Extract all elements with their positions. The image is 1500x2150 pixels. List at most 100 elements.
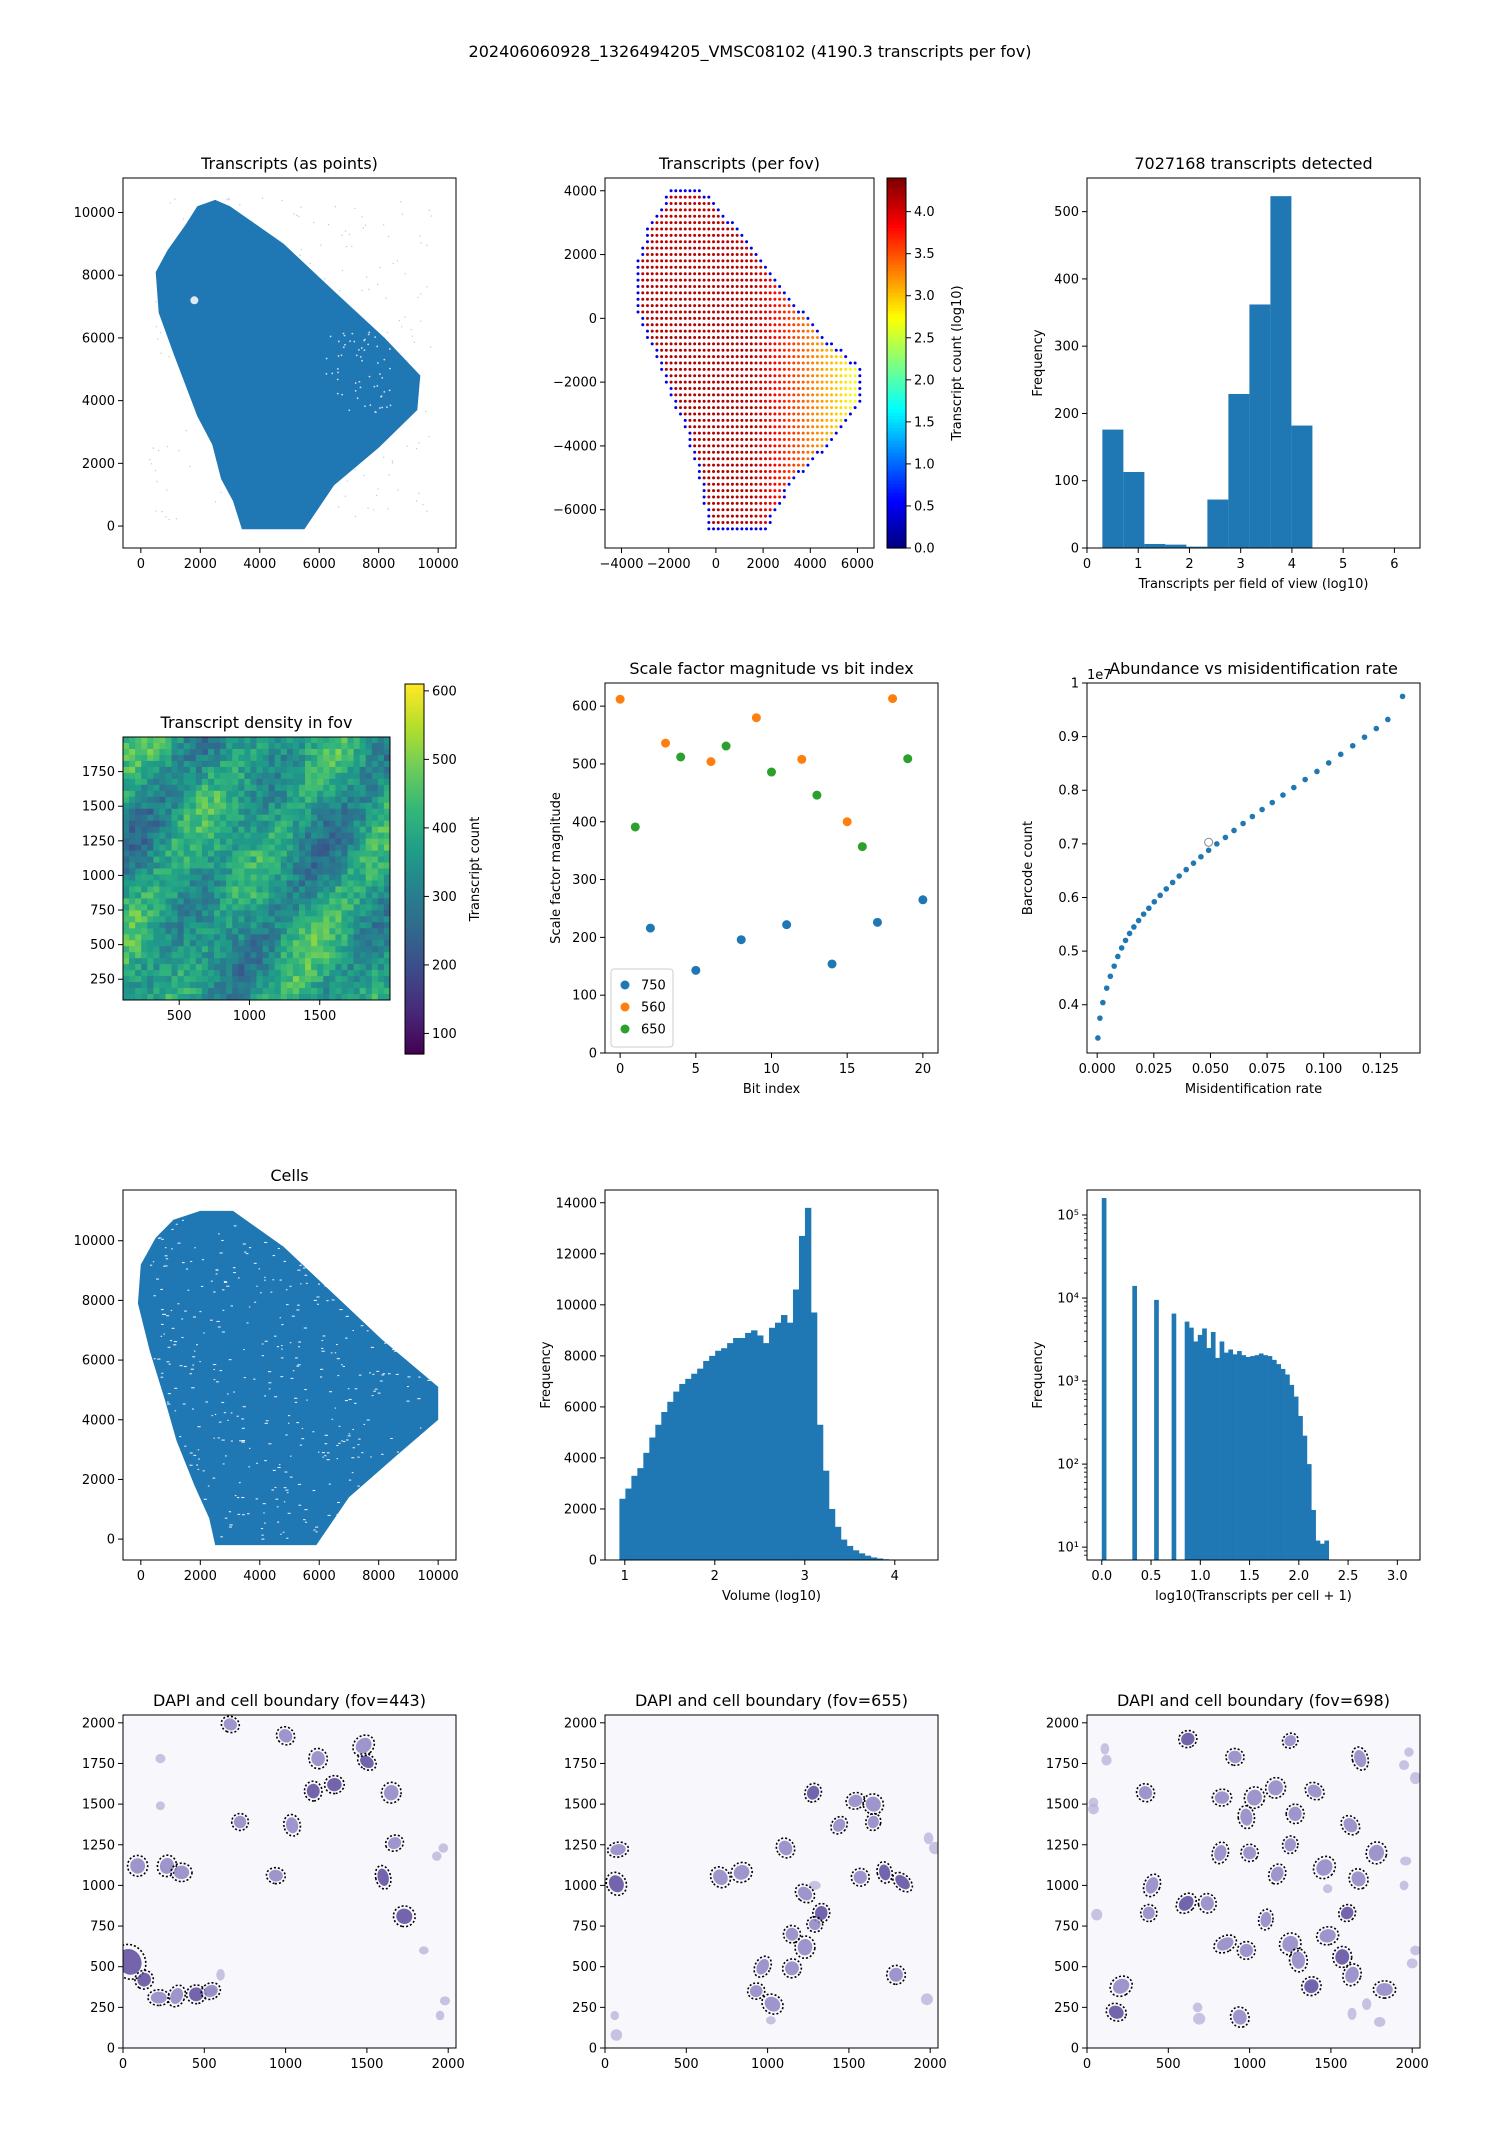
heatmap-cell (371, 982, 379, 989)
colorbar-step (887, 267, 906, 272)
fov-point (749, 374, 753, 378)
heatmap-cell (201, 928, 209, 935)
heatmap-cell (280, 898, 288, 905)
cell-gap (200, 1285, 204, 1287)
colorbar-step (887, 245, 906, 250)
fov-point (735, 412, 739, 416)
sparse-point (325, 372, 328, 375)
fov-point (726, 361, 730, 365)
heatmap-cell (244, 844, 251, 852)
colorbar-step (887, 282, 906, 287)
heatmap-cell (256, 790, 264, 798)
colorbar-step (405, 714, 424, 719)
fov-point (697, 265, 701, 269)
fov-point (763, 342, 767, 346)
fov-point (721, 316, 725, 320)
heatmap-cell (153, 898, 160, 905)
fov-point (759, 495, 763, 499)
heatmap-cell (141, 748, 148, 756)
cell-gap (354, 1388, 358, 1390)
cell-gap (161, 1238, 164, 1240)
fov-point (702, 195, 706, 199)
fov-point (702, 380, 706, 384)
fov-point (782, 367, 786, 371)
heatmap-cell (171, 952, 179, 959)
fov-point (721, 335, 725, 339)
heatmap-cell (201, 820, 209, 828)
sparse-point (190, 296, 199, 305)
heatmap-cell (305, 748, 312, 756)
fov-point (768, 316, 772, 320)
heatmap-cell (274, 946, 282, 953)
fov-point (730, 406, 734, 410)
heatmap-cell (262, 946, 270, 953)
heatmap-cell (153, 814, 160, 822)
heatmap-cell (220, 760, 227, 768)
heatmap-cell (238, 760, 245, 768)
fov-point (721, 221, 725, 225)
nucleus (355, 1737, 372, 1754)
colorbar-step (405, 875, 424, 879)
sparse-point (336, 378, 339, 381)
cell-gap (272, 1469, 276, 1471)
cell-gap (348, 1398, 352, 1401)
fov-point (645, 259, 649, 263)
histogram-bar (1302, 1435, 1308, 1560)
heatmap-cell (226, 994, 233, 1001)
heatmap-cell (341, 778, 349, 786)
heatmap-cell (207, 940, 215, 947)
heatmap-cell (207, 737, 215, 744)
heatmap-cell (311, 916, 318, 923)
fov-point (679, 297, 683, 301)
fov-point (792, 450, 796, 454)
heatmap-cell (256, 808, 264, 816)
heatmap-cell (171, 916, 179, 923)
heatmap-cell (153, 946, 160, 953)
sparse-point (374, 411, 377, 414)
scatter-point (1135, 917, 1142, 924)
fov-point (787, 387, 791, 391)
fov-point (811, 355, 815, 359)
heatmap-cell (292, 916, 300, 923)
heatmap-cell (341, 832, 349, 840)
heatmap-cell (232, 742, 239, 750)
heatmap-cell (250, 766, 257, 774)
fov-point (749, 246, 753, 250)
cell-gap (169, 1340, 173, 1342)
heatmap-cell (238, 826, 245, 834)
heatmap-cell (147, 844, 154, 852)
fov-point (674, 361, 678, 365)
heatmap-cell (195, 808, 203, 816)
cell-gap (163, 1333, 165, 1335)
cell-gap (164, 1265, 168, 1267)
heatmap-cell (177, 910, 185, 917)
cell-gap (276, 1346, 280, 1348)
heatmap-cell (347, 868, 355, 875)
fov-point (759, 265, 763, 269)
fov-point (806, 387, 810, 391)
cell-gap (419, 1427, 422, 1429)
colorbar-frame (886, 177, 907, 549)
heatmap-cell (226, 970, 233, 977)
scatter-point (388, 474, 390, 476)
cell-gap (370, 1456, 372, 1458)
fov-point (848, 361, 852, 365)
heatmap-cell (220, 934, 227, 941)
heatmap-cell (323, 934, 330, 941)
colorbar-step (887, 489, 906, 494)
heatmap-cell (383, 940, 391, 947)
fov-point (730, 348, 734, 352)
heatmap-cell (189, 898, 197, 905)
heatmap-cell (256, 916, 264, 923)
fov-point (688, 367, 692, 371)
heatmap-cell (353, 886, 361, 893)
colorbar-step (887, 295, 906, 299)
fov-point (796, 342, 800, 346)
sparse-point (351, 332, 354, 335)
colorbar-step (405, 933, 424, 938)
heatmap-cell (286, 940, 294, 947)
heatmap-cell (201, 766, 209, 774)
cell-gap (264, 1460, 267, 1462)
y-tick-label: 0.9 (1058, 730, 1079, 745)
